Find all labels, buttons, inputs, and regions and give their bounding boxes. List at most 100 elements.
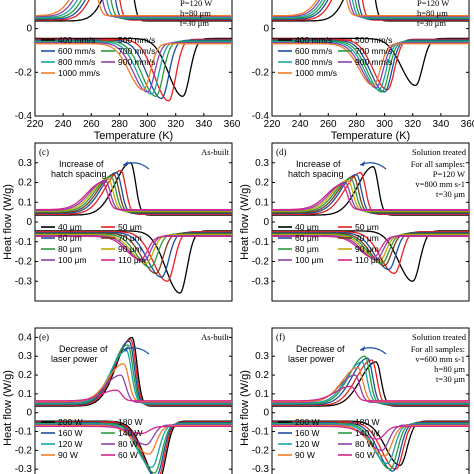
info-line: t=30 μm	[436, 374, 465, 384]
series-line-cooling	[35, 0, 232, 20]
panel-status: As-built	[201, 332, 230, 342]
series-group	[35, 336, 232, 474]
series-line-heating	[272, 40, 469, 93]
arrow-head-icon	[360, 161, 365, 166]
series-line-heating	[272, 231, 469, 271]
series-line-heating	[35, 234, 232, 263]
series-line-cooling	[35, 0, 232, 17]
info-line: h=80 μm	[180, 8, 211, 18]
series-line-heating	[272, 38, 469, 91]
series-line-heating	[35, 425, 232, 455]
series-line-heating	[35, 422, 232, 474]
y-tick-label: -0.3	[252, 464, 270, 474]
series-line-heating	[272, 425, 469, 440]
y-tick-label: -0.4	[15, 111, 33, 122]
y-tick-label: -0.3	[15, 276, 33, 287]
panel-status: As-built	[201, 147, 230, 157]
y-axis-label: Heat flow (W/g)	[2, 370, 14, 446]
x-tick-label: 260	[320, 119, 337, 130]
info-line: t=30 μm	[180, 18, 209, 28]
series-line-cooling	[35, 0, 232, 19]
legend-entry: 80 W	[355, 439, 375, 449]
x-tick-label: 340	[433, 119, 450, 130]
series-line-heating	[272, 425, 469, 457]
y-tick-label: -0.1	[15, 427, 33, 438]
info-line: For all samples:	[411, 344, 465, 354]
y-tick-label: 0.3	[255, 158, 269, 169]
y-tick-label: 0.3	[255, 351, 269, 362]
series-line-heating	[35, 235, 232, 261]
legend-entry: 90 W	[295, 450, 315, 460]
legend-entry: 60 μm	[58, 233, 82, 243]
legend-entry: 140 W	[355, 428, 380, 438]
series-line-cooling	[272, 177, 469, 213]
panel-label: (c)	[39, 147, 49, 157]
series-line-heating	[35, 423, 232, 468]
series-line-cooling	[35, 181, 232, 211]
series-line-cooling	[272, 0, 469, 18]
series-line-heating	[272, 235, 469, 259]
y-tick-label: -0.3	[15, 464, 33, 474]
legend-entry: 200 W	[295, 417, 320, 427]
y-tick-label: 0	[26, 24, 32, 35]
series-line-heating	[35, 231, 232, 278]
series-line-heating	[35, 233, 232, 269]
y-tick-label: 0	[263, 217, 269, 228]
info-line: P=120 W	[417, 0, 449, 8]
series-line-cooling	[35, 175, 232, 213]
annotation-text: Decrease of laser power	[288, 344, 345, 364]
series-line-heating	[35, 234, 232, 265]
legend-entry: 100 μm	[58, 255, 87, 265]
legend-entry: 700 mm/s	[118, 46, 155, 56]
series-line-heating	[35, 41, 232, 95]
legend-entry: 600 mm/s	[58, 46, 95, 56]
y-tick-label: 0.1	[255, 197, 269, 208]
x-tick-label: 300	[139, 119, 156, 130]
series-line-cooling	[272, 0, 469, 19]
y-tick-label: -0.3	[252, 276, 270, 287]
y-tick-label: 0.1	[18, 197, 32, 208]
x-tick-label: 220	[27, 119, 44, 130]
legend-entry: 110 μm	[355, 255, 383, 265]
series-line-heating	[272, 39, 469, 93]
series-line-cooling	[272, 183, 469, 211]
x-tick-label: 320	[167, 119, 184, 130]
series-line-heating	[35, 39, 232, 100]
legend-entry: 180 W	[355, 417, 380, 427]
y-tick-label: -0.2	[15, 257, 33, 268]
x-axis-label: Temperature (K)	[94, 130, 173, 142]
legend-entry: 60 μm	[295, 233, 319, 243]
x-tick-label: 360	[224, 119, 241, 130]
y-tick-label: 0.3	[18, 351, 32, 362]
legend-entry: 90 μm	[355, 244, 379, 254]
y-tick-label: -0.2	[15, 67, 33, 78]
x-tick-label: 280	[111, 119, 128, 130]
legend-entry: 700 mm/s	[355, 46, 392, 56]
series-line-cooling	[272, 385, 469, 402]
legend-entry: 500 mm/s	[118, 35, 155, 45]
x-tick-label: 320	[404, 119, 421, 130]
x-tick-label: 260	[83, 119, 100, 130]
plot-frame	[271, 327, 470, 474]
series-line-cooling	[272, 357, 469, 406]
series-line-heating	[272, 233, 469, 265]
y-tick-label: -0.2	[252, 257, 270, 268]
series-line-cooling	[272, 0, 469, 20]
legend-entry: 70 μm	[355, 233, 379, 243]
series-line-cooling	[35, 349, 232, 404]
legend-entry: 160 W	[58, 428, 83, 438]
arrow-head-icon	[360, 346, 365, 351]
info-line: h=80 μm	[434, 364, 465, 374]
y-tick-label: -0.1	[15, 237, 33, 248]
arrow-head-icon	[123, 161, 128, 166]
info-line: v=800 mm s-1	[415, 179, 465, 189]
panel-label: (d)	[276, 147, 287, 157]
y-tick-label: -0.1	[252, 427, 270, 438]
series-line-cooling	[35, 374, 232, 404]
series-line-heating	[272, 420, 469, 467]
series-line-heating	[272, 422, 469, 470]
series-line-cooling	[272, 171, 469, 215]
panel-status: Solution treated	[412, 147, 467, 157]
y-tick-label: -0.2	[15, 445, 33, 456]
